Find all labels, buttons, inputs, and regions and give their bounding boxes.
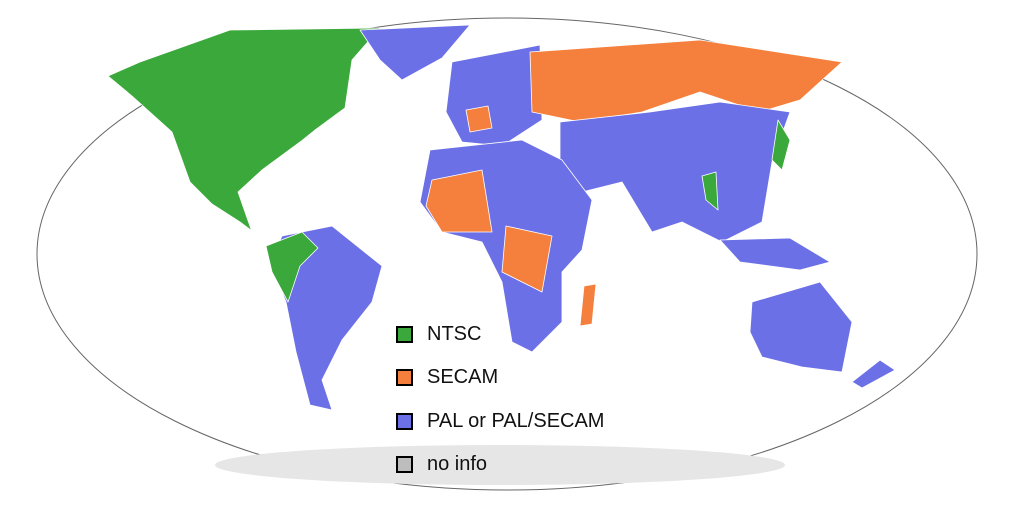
north-america	[107, 27, 381, 247]
japan	[771, 119, 791, 171]
central-africa-secam	[501, 225, 553, 293]
legend-item-pal: PAL or PAL/SECAM	[396, 410, 604, 432]
swatch-pal	[396, 412, 413, 430]
west-africa-secam	[425, 169, 493, 233]
legend-label: no info	[427, 453, 488, 475]
australia	[749, 281, 853, 373]
indonesia	[719, 237, 831, 271]
legend-label: PAL or PAL/SECAM	[427, 409, 605, 432]
antarctica	[215, 445, 785, 485]
legend-item-secam: SECAM	[396, 366, 604, 389]
swatch-no-info	[396, 456, 413, 473]
swatch-secam	[396, 369, 413, 386]
new-zealand	[851, 359, 896, 389]
russia	[529, 39, 843, 123]
greenland	[359, 24, 471, 81]
myanmar	[701, 171, 719, 211]
france	[465, 105, 493, 133]
legend-item-ntsc: NTSC	[396, 323, 604, 345]
madagascar	[579, 283, 597, 327]
legend-label: NTSC	[427, 322, 482, 345]
swatch-ntsc	[396, 325, 413, 343]
legend-label: SECAM	[427, 366, 499, 388]
south-america-ntsc	[265, 231, 319, 303]
legend: NTSC SECAM PAL or PAL/SECAM no info	[396, 323, 604, 497]
legend-item-no-info: no info	[396, 453, 604, 476]
